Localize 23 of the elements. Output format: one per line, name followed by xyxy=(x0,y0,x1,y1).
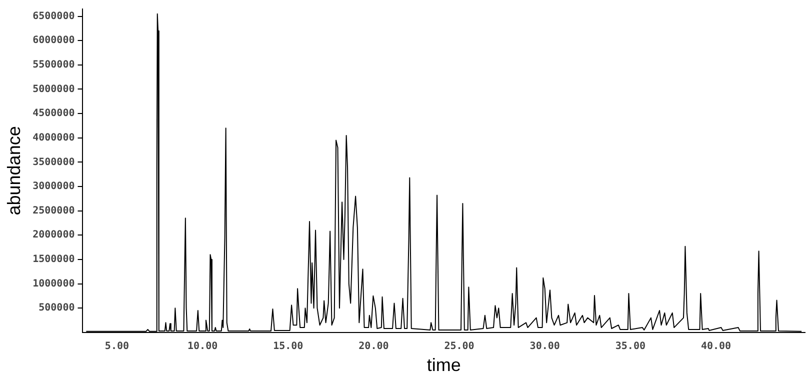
x-tick-label: 35.00 xyxy=(615,340,646,352)
x-tick-label: 25.00 xyxy=(444,340,474,352)
y-tick-label: 1500000 xyxy=(32,254,75,266)
y-tick-label: 5500000 xyxy=(32,60,75,71)
y-tick-label: 1000000 xyxy=(32,278,75,290)
y-tick-label: 2500000 xyxy=(32,205,75,216)
y-tick-label: 500000 xyxy=(38,302,75,314)
x-axis-title: time xyxy=(426,355,461,376)
y-tick-label: 6000000 xyxy=(32,35,75,46)
y-tick-label: 3000000 xyxy=(32,181,75,192)
y-axis-title: abundance xyxy=(4,126,24,216)
x-tick-label: 10.00 xyxy=(187,340,218,352)
y-tick-label: 4500000 xyxy=(32,108,75,120)
x-tick-label: 40.00 xyxy=(700,340,732,352)
x-tick-label: 15.00 xyxy=(273,340,304,352)
x-tick-label: 5.00 xyxy=(104,340,130,352)
x-tick-label: 30.00 xyxy=(530,340,560,352)
y-tick-label: 4000000 xyxy=(32,132,75,144)
y-tick-label: 3500000 xyxy=(32,156,75,168)
y-tick-label: 6500000 xyxy=(32,10,75,22)
y-tick-label: 5000000 xyxy=(32,84,75,95)
x-tick-label: 20.00 xyxy=(358,340,389,352)
y-tick-label: 2000000 xyxy=(32,230,75,241)
